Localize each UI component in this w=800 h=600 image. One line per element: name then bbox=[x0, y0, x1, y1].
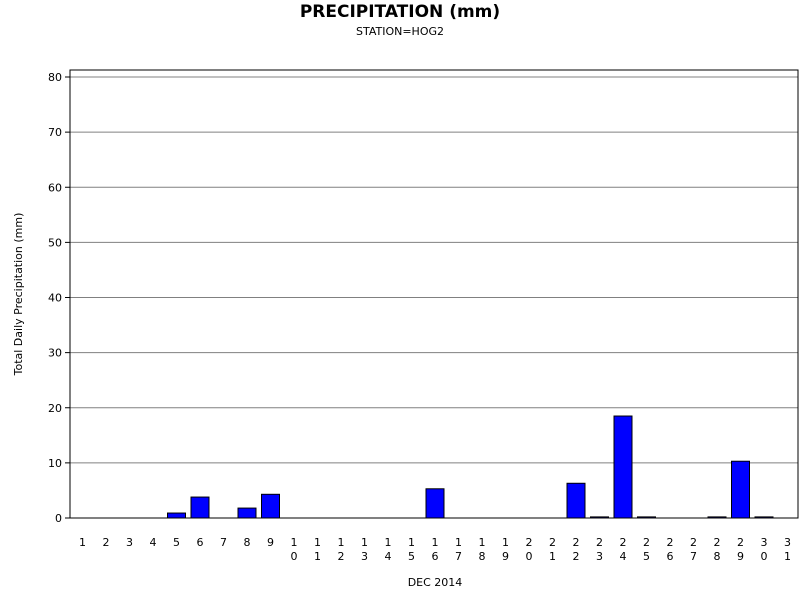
y-tick-label: 40 bbox=[48, 292, 62, 305]
x-tick-label: 7 bbox=[220, 536, 227, 549]
y-tick-label: 30 bbox=[48, 347, 62, 360]
bar bbox=[425, 488, 445, 519]
y-tick-label: 80 bbox=[48, 71, 62, 84]
bar bbox=[261, 493, 280, 519]
y-tick-label: 0 bbox=[55, 512, 62, 525]
x-tick-label: 4 bbox=[150, 536, 157, 549]
bar bbox=[566, 482, 586, 519]
x-tick-label: 3 bbox=[126, 536, 133, 549]
y-tick-label: 70 bbox=[48, 126, 62, 139]
y-tick-label: 20 bbox=[48, 402, 62, 415]
bar bbox=[613, 415, 633, 519]
chart-subtitle: STATION=HOG2 bbox=[356, 25, 444, 38]
y-tick-label: 60 bbox=[48, 181, 62, 194]
y-axis-ticks: 0 10 20 30 40 50 60 70 80 bbox=[48, 71, 70, 525]
y-axis-label: Total Daily Precipitation (mm) bbox=[12, 213, 25, 377]
chart-title: PRECIPITATION (mm) bbox=[300, 2, 500, 22]
x-tick-label: 1 bbox=[79, 536, 86, 549]
gridlines bbox=[70, 76, 798, 464]
x-tick-label: 5 bbox=[173, 536, 180, 549]
bar bbox=[167, 512, 186, 519]
bar bbox=[637, 516, 656, 519]
x-tick-label: 2 bbox=[103, 536, 110, 549]
y-tick-label: 50 bbox=[48, 236, 62, 249]
y-tick-label: 10 bbox=[48, 457, 62, 470]
bar bbox=[754, 516, 774, 519]
x-tick-label: 8 bbox=[244, 536, 251, 549]
x-tick-label: 9 bbox=[267, 536, 274, 549]
bar bbox=[731, 460, 750, 519]
x-axis-label: DEC 2014 bbox=[408, 576, 463, 589]
x-axis-ticks: 1 2 3 4 5 6 7 8 9 1 01 11 21 31 41 51 61 71 81 92 02 12 22 32 42… bbox=[79, 536, 791, 563]
bar bbox=[190, 496, 210, 519]
bars bbox=[167, 415, 774, 519]
x-tick-label: 6 bbox=[197, 536, 204, 549]
bar bbox=[237, 507, 257, 519]
bar bbox=[590, 516, 609, 519]
plot-frame bbox=[69, 69, 799, 519]
bar bbox=[707, 516, 727, 519]
